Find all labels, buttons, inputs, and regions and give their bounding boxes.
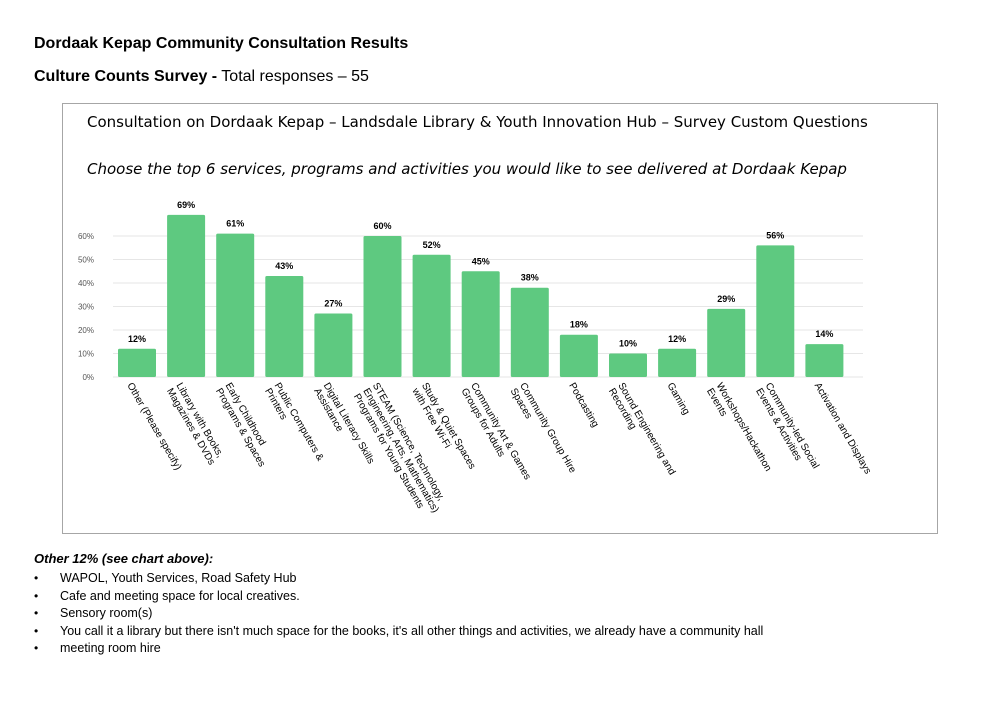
chart-title: Consultation on Dordaak Kepap – Landsdal… <box>87 113 868 131</box>
data-label: 56% <box>766 230 784 240</box>
document-subtitle: Culture Counts Survey - Total responses … <box>34 68 369 86</box>
other-item-text: meeting room hire <box>60 641 161 655</box>
bar <box>658 348 697 377</box>
bar <box>707 308 746 377</box>
other-list-item: • WAPOL, Youth Services, Road Safety Hub <box>34 570 974 588</box>
other-list-item: • Sensory room(s) <box>34 605 974 623</box>
category-label-line: Gaming <box>665 381 692 417</box>
category-label-line: Sound Engineering and <box>615 381 677 477</box>
category-label-line: Community Group Hire <box>517 381 578 475</box>
y-tick-label: 10% <box>78 350 94 359</box>
bar <box>118 348 156 377</box>
y-tick-label: 60% <box>78 232 94 241</box>
data-label: 69% <box>177 200 195 210</box>
data-label: 61% <box>226 219 244 229</box>
category-label-line: Podcasting <box>566 381 600 429</box>
bar <box>609 353 647 377</box>
bar <box>363 236 402 377</box>
other-item-text: Sensory room(s) <box>60 606 153 620</box>
bullet-icon: • <box>34 641 39 655</box>
bar <box>265 275 304 377</box>
category-labels: Other (Please specify)Library with Books… <box>124 381 873 515</box>
category-label-line: Activation and Displays <box>812 381 873 476</box>
other-heading: Other 12% (see chart above): <box>34 551 214 566</box>
category-label: Sound Engineering andRecording <box>606 381 677 483</box>
y-tick-label: 20% <box>78 326 94 335</box>
bar <box>314 313 353 377</box>
y-tick-label: 30% <box>78 303 94 312</box>
data-label: 45% <box>472 256 490 266</box>
chart-question: Choose the top 6 services, programs and … <box>87 160 847 178</box>
bullet-icon: • <box>34 623 39 638</box>
data-labels: 12% 69% 61% 43% 27% 60% 52% 45% 38% 18% 10% 12% 29% 5… <box>128 200 833 349</box>
other-list-item: • You call it a library but there isn't m… <box>34 623 974 641</box>
other-item-text: You call it a library but there isn't mu… <box>60 623 764 638</box>
bar <box>461 271 500 377</box>
other-list-item: • Cafe and meeting space for local creati… <box>34 588 974 606</box>
bullet-icon: • <box>34 571 39 585</box>
data-label: 60% <box>373 221 391 231</box>
other-item-text: WAPOL, Youth Services, Road Safety Hub <box>60 571 297 585</box>
y-axis-ticks: 0% 10% 20% 30% 40% 50% 60% <box>78 232 94 382</box>
bar <box>756 245 795 377</box>
data-label: 38% <box>521 273 539 283</box>
data-label: 43% <box>275 261 293 271</box>
category-label: Podcasting <box>566 381 600 429</box>
other-item-text: Cafe and meeting space for local creativ… <box>60 588 300 603</box>
other-responses: Other 12% (see chart above): • WAPOL, You… <box>34 551 974 658</box>
survey-name: Culture Counts Survey - <box>34 68 218 85</box>
y-tick-label: 0% <box>82 373 94 382</box>
data-label: 27% <box>324 299 342 309</box>
bar <box>412 254 451 377</box>
y-tick-label: 50% <box>78 256 94 265</box>
bar <box>559 334 598 377</box>
data-label: 18% <box>570 320 588 330</box>
bar <box>167 214 206 377</box>
data-label: 52% <box>423 240 441 250</box>
bar-chart: Consultation on Dordaak Kepap – Landsdal… <box>78 113 873 515</box>
bar <box>216 233 255 377</box>
other-list: • WAPOL, Youth Services, Road Safety Hub •… <box>34 570 974 658</box>
bar <box>510 287 549 377</box>
bar <box>805 344 844 377</box>
chart-frame: Consultation on Dordaak Kepap – Landsdal… <box>62 103 938 534</box>
total-responses: Total responses – 55 <box>217 68 369 85</box>
other-list-item: • meeting room hire <box>34 640 974 658</box>
bullet-icon: • <box>34 606 39 620</box>
y-tick-label: 40% <box>78 279 94 288</box>
data-label: 12% <box>668 334 686 344</box>
data-label: 29% <box>717 294 735 304</box>
category-label: Gaming <box>665 381 692 417</box>
data-label: 10% <box>619 339 637 349</box>
data-label: 12% <box>128 334 146 344</box>
document-title: Dordaak Kepap Community Consultation Res… <box>34 35 409 52</box>
data-label: 14% <box>815 329 833 339</box>
bullet-icon: • <box>34 588 39 603</box>
bars <box>118 214 844 377</box>
category-label: Activation and Displays <box>812 381 873 476</box>
